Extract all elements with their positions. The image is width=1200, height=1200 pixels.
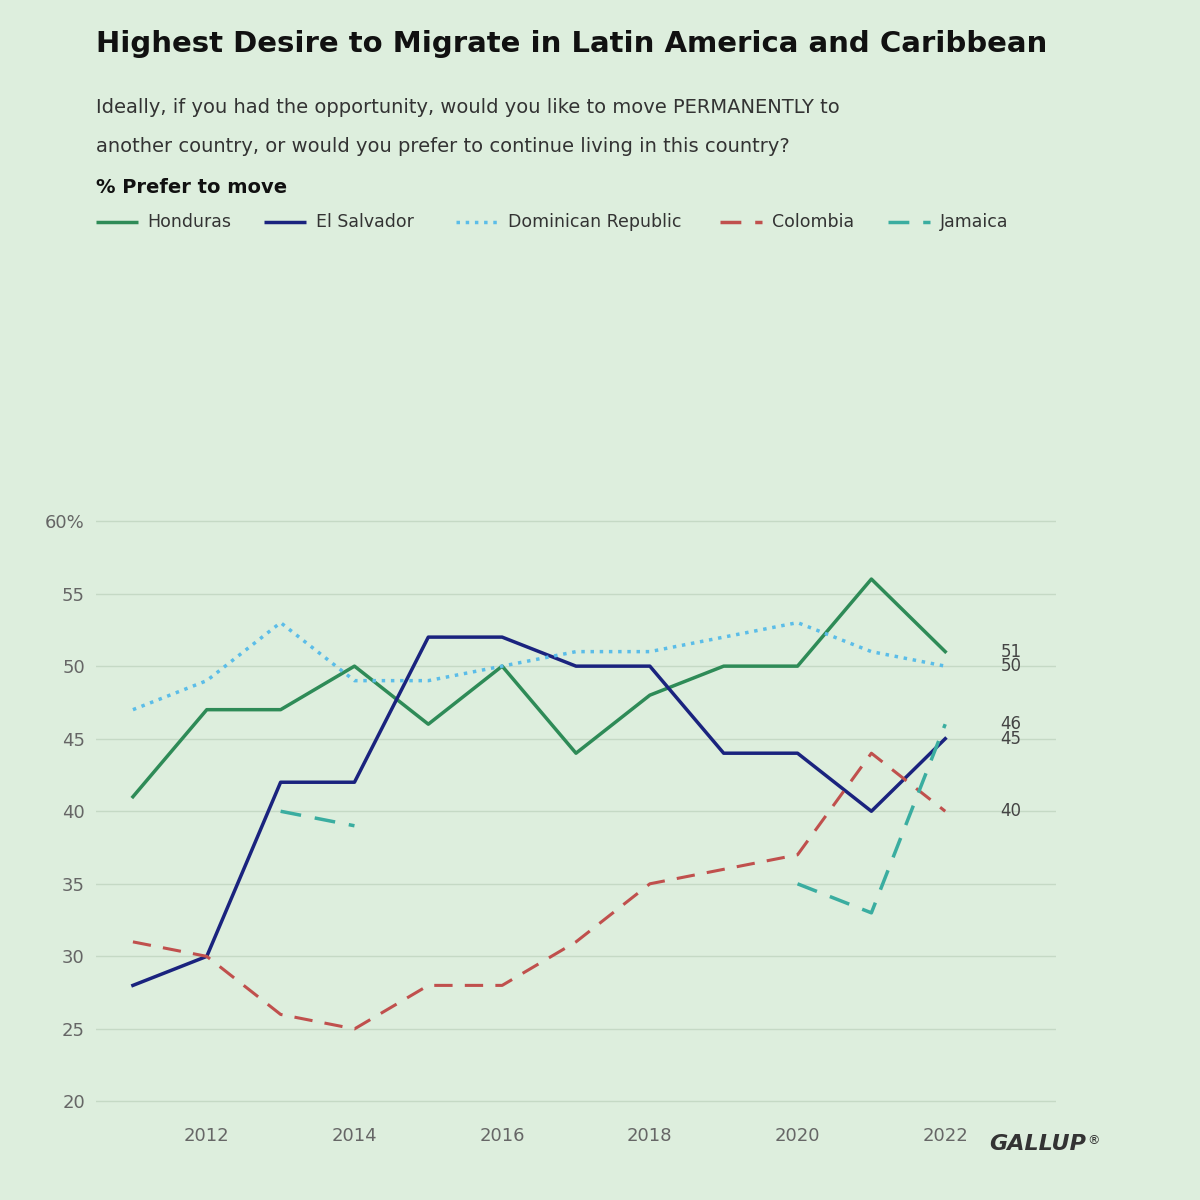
Text: 50: 50: [1001, 658, 1021, 676]
Text: Honduras: Honduras: [148, 214, 232, 230]
Text: GALLUP: GALLUP: [989, 1134, 1086, 1154]
Text: Highest Desire to Migrate in Latin America and Caribbean: Highest Desire to Migrate in Latin Ameri…: [96, 30, 1048, 58]
Text: % Prefer to move: % Prefer to move: [96, 178, 287, 197]
Text: Dominican Republic: Dominican Republic: [508, 214, 682, 230]
Text: El Salvador: El Salvador: [316, 214, 414, 230]
Text: another country, or would you prefer to continue living in this country?: another country, or would you prefer to …: [96, 137, 790, 156]
Text: Ideally, if you had the opportunity, would you like to move PERMANENTLY to: Ideally, if you had the opportunity, wou…: [96, 98, 840, 118]
Text: 45: 45: [1001, 730, 1021, 748]
Text: 46: 46: [1001, 715, 1021, 733]
Text: Colombia: Colombia: [772, 214, 853, 230]
Text: ®: ®: [1087, 1134, 1099, 1147]
Text: 40: 40: [1001, 803, 1021, 821]
Text: Jamaica: Jamaica: [940, 214, 1008, 230]
Text: 51: 51: [1001, 643, 1021, 661]
